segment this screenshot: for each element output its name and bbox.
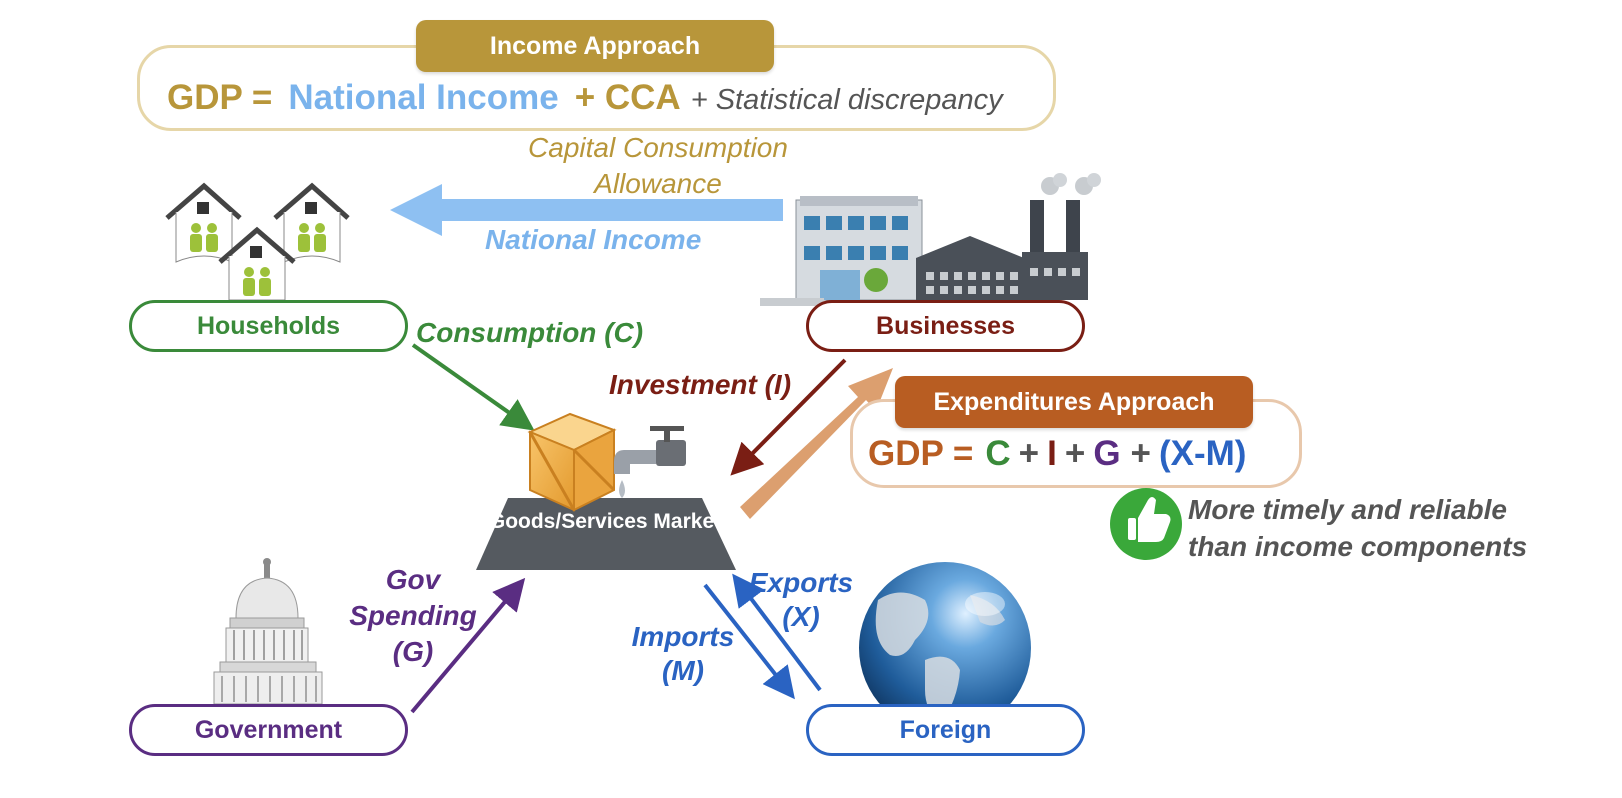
house-icon: [165, 182, 350, 301]
market-label: Goods/Services Market: [488, 510, 722, 533]
capitol-icon: [213, 558, 323, 705]
national-income-label: National Income: [485, 224, 702, 255]
expenditures-approach-title: Expenditures Approach: [895, 376, 1253, 428]
imports-arrow: [703, 583, 795, 700]
income-national-income-term: National Income: [288, 78, 559, 117]
gov-spending-label: Gov Spending (G): [349, 564, 477, 667]
households-node: Households: [129, 300, 408, 352]
office-building-icon: [760, 196, 923, 306]
investment-arrow: [730, 358, 847, 476]
faucet-icon: [614, 426, 686, 498]
gov-spending-arrow: [410, 577, 526, 714]
cca-label: Capital Consumption Allowance: [528, 132, 788, 199]
imports-label: Imports (M): [631, 621, 735, 686]
expenditures-approach-equation: GDP = C + I + G + (X-M): [868, 434, 1246, 474]
exports-arrow: [732, 573, 822, 692]
government-node: Government: [129, 704, 408, 756]
exp-plus-1: +: [1018, 434, 1040, 473]
exp-c-term: C: [985, 434, 1011, 473]
investment-label: Investment (I): [609, 369, 792, 400]
market-platform: [476, 498, 736, 570]
exports-label: Exports (X): [748, 567, 854, 632]
national-income-arrow: [390, 184, 783, 236]
thumbs-up-icon: [1110, 488, 1182, 560]
factory-icon: [916, 173, 1101, 300]
crate-icon: [527, 412, 617, 512]
consumption-label: Consumption (C): [416, 317, 644, 348]
income-discrepancy-term: + Statistical discrepancy: [690, 84, 1003, 116]
exp-xm-term: (X-M): [1159, 434, 1247, 473]
consumption-arrow: [411, 343, 535, 431]
income-gdp-term: GDP =: [167, 78, 273, 117]
income-approach-equation: GDP = National Income + CCA + Statistica…: [167, 78, 1003, 122]
income-cca-term: + CCA: [574, 78, 681, 117]
exp-plus-3: +: [1130, 434, 1151, 473]
exp-g-term: G: [1093, 434, 1121, 473]
timely-reliable-note: More timely and reliable than income com…: [1188, 494, 1528, 562]
foreign-node: Foreign: [806, 704, 1085, 756]
exp-plus-2: +: [1064, 434, 1086, 473]
expenditure-total-arrow: [740, 368, 893, 519]
businesses-node: Businesses: [806, 300, 1085, 352]
income-approach-title: Income Approach: [416, 20, 774, 72]
exp-gdp-term: GDP =: [868, 434, 974, 473]
exp-i-term: I: [1047, 434, 1057, 473]
